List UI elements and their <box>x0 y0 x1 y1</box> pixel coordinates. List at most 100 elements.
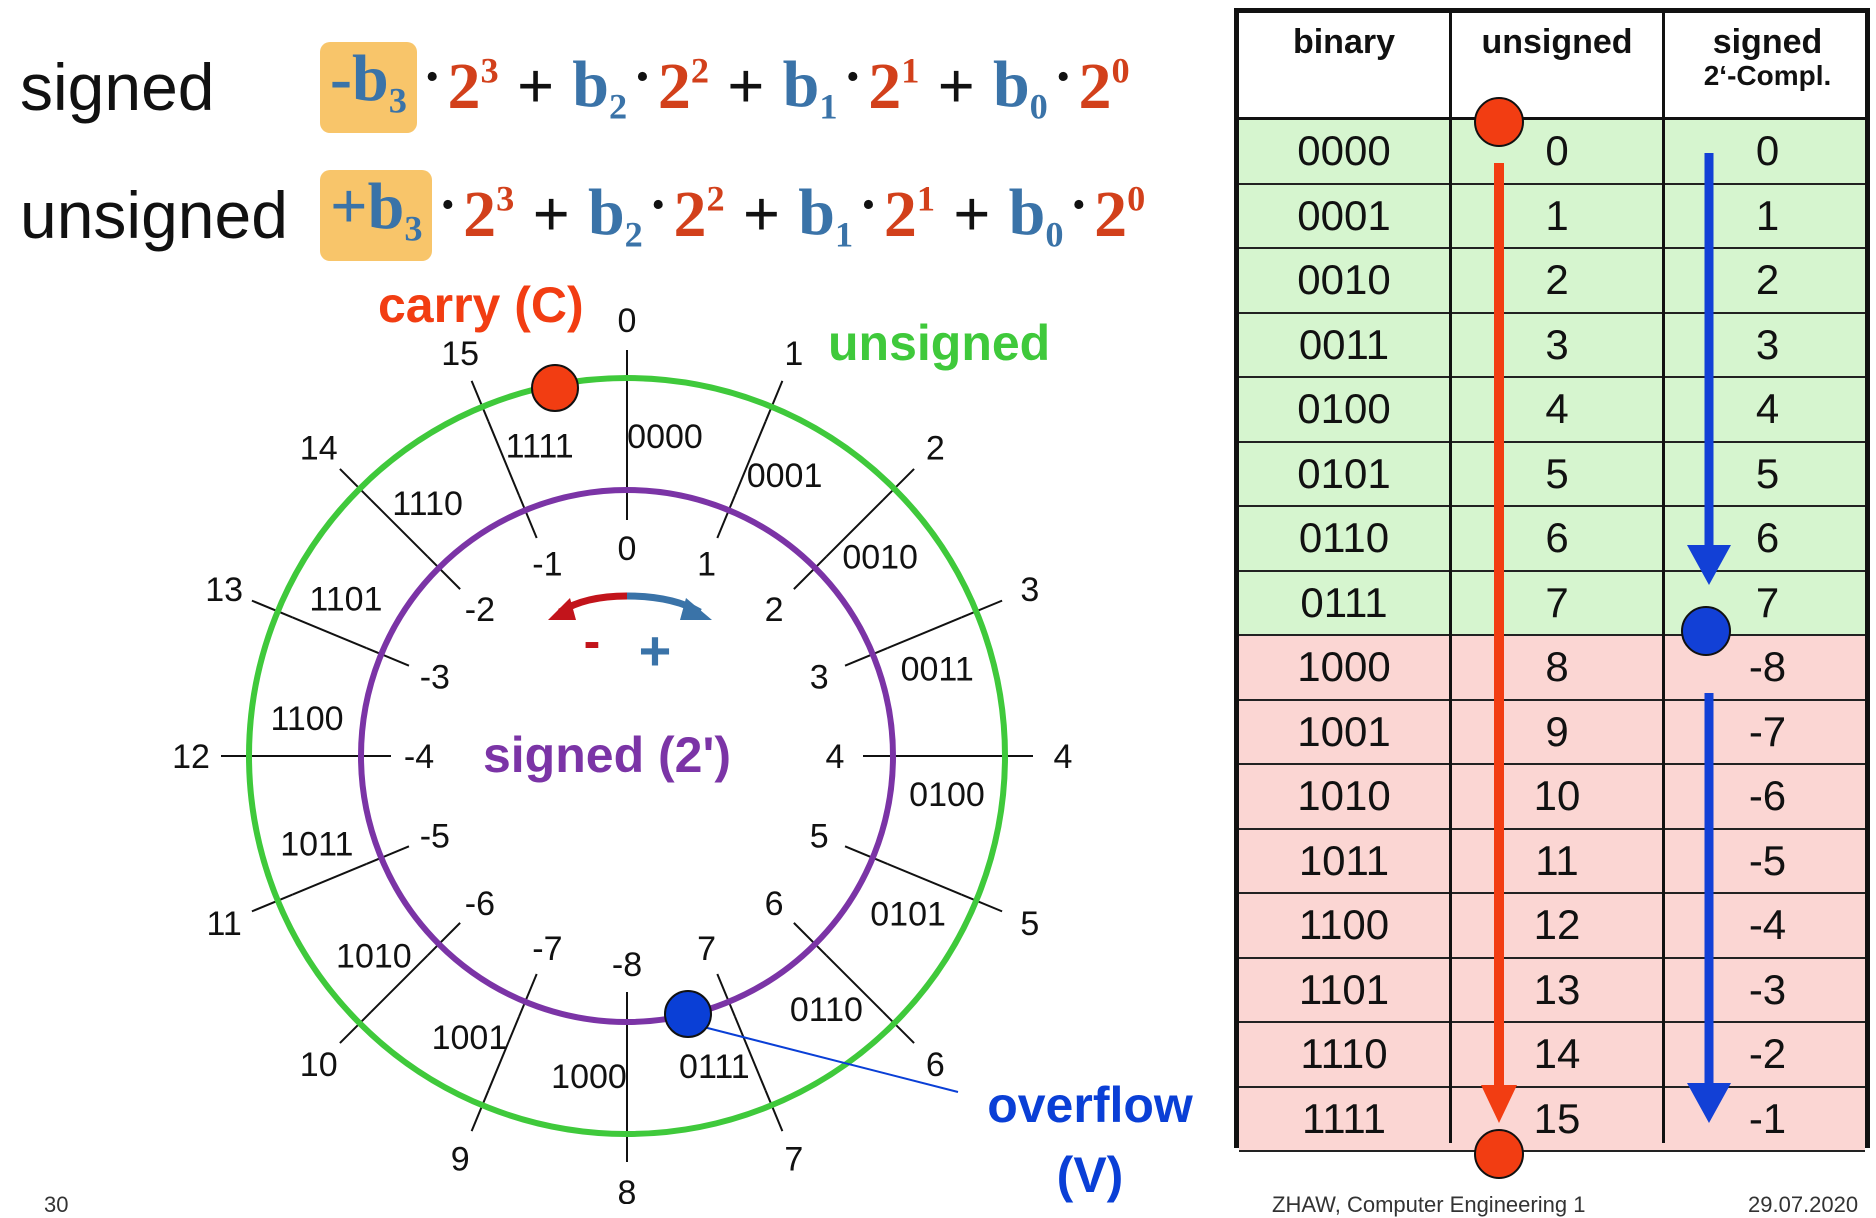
minus-arrow-head <box>548 598 576 620</box>
unsigned-value-label: 15 <box>441 335 479 373</box>
table-header: binary unsigned signed 2‘-Compl. <box>1239 13 1865 120</box>
binary-value-label: 1001 <box>432 1019 508 1057</box>
binary-cell: 0011 <box>1298 320 1390 368</box>
binary-cell: 1100 <box>1298 901 1390 949</box>
unsigned-value-label: 13 <box>205 571 243 609</box>
inner-tick <box>844 647 888 667</box>
binary-value-label: 0010 <box>842 538 918 576</box>
header-signed: signed 2‘-Compl. <box>1703 23 1832 91</box>
binary-connector <box>825 499 884 558</box>
column-divider <box>1662 13 1665 1143</box>
signed-value-label: -6 <box>465 885 495 923</box>
outer-tick <box>251 893 293 913</box>
unsigned-value-label: 9 <box>451 1141 470 1179</box>
binary-cell: 1101 <box>1298 965 1390 1013</box>
coef-term: b2 <box>587 175 643 255</box>
outer-tick <box>339 1011 372 1044</box>
signed-cell: -8 <box>1748 643 1787 691</box>
signed-cell: 1 <box>1755 191 1780 239</box>
outer-tick <box>764 1090 784 1132</box>
outer-tick <box>764 380 784 422</box>
signed-value-label: 4 <box>826 738 845 776</box>
coef-term: b2 <box>572 47 628 127</box>
signed-formula: signed -b3 · 23 + b2 · 22 + b1 · 21 + b0 · 20 <box>20 32 1130 142</box>
power-term: 23 <box>447 50 499 123</box>
binary-connector <box>370 954 429 1013</box>
outer-tick <box>251 599 293 619</box>
binary-cell: 1001 <box>1297 707 1391 755</box>
sign-bit-highlight: -b3 <box>320 41 417 133</box>
binary-value-label: 1111 <box>506 428 574 466</box>
signed-value-label: -1 <box>532 546 562 584</box>
binary-value-label: 1110 <box>392 485 463 523</box>
formula-expression: +b3 · 23 + b2 · 22 + b1 · 21 + b0 · 20 <box>320 169 1146 261</box>
signed-cell: 2 <box>1755 256 1780 304</box>
unsigned-value-label: 6 <box>926 1046 945 1084</box>
inner-tick <box>366 845 410 865</box>
unsigned-cell: 1 <box>1545 191 1569 239</box>
binary-value-label: 1101 <box>309 580 382 618</box>
unsigned-cell: 11 <box>1535 836 1579 884</box>
power-term: 23 <box>463 178 515 251</box>
power-term: 20 <box>1094 178 1146 251</box>
table-row: 0001 1 1 <box>1239 184 1865 249</box>
table-row: 1110 14 -2 <box>1239 1023 1865 1088</box>
unsigned-cell: 15 <box>1533 1094 1581 1142</box>
binary-connector <box>487 421 521 496</box>
outer-tick <box>470 380 490 422</box>
unsigned-formula: unsigned +b3 · 23 + b2 · 22 + b1 · 21 + b0 · 20 <box>20 160 1145 270</box>
carry-marker <box>531 364 579 412</box>
table-row: 0110 6 6 <box>1239 507 1865 572</box>
binary-connector <box>292 862 367 896</box>
unsigned-value-label: 0 <box>618 302 637 340</box>
signed-cell: -7 <box>1748 707 1787 755</box>
signed-value-label: -5 <box>420 817 450 855</box>
binary-cell: 1000 <box>1297 643 1391 691</box>
column-divider <box>1449 13 1452 1143</box>
binary-cell: 1111 <box>1301 1094 1387 1142</box>
unsigned-ring-label: unsigned <box>828 315 1050 371</box>
plus-arrow-head <box>680 598 712 620</box>
table-row: 0101 5 5 <box>1239 442 1865 507</box>
inner-tick <box>518 495 538 539</box>
carry-label: carry (C) <box>378 277 584 333</box>
table-row: 1011 11 -5 <box>1239 829 1865 894</box>
unsigned-value-label: 7 <box>784 1141 803 1179</box>
outer-tick <box>470 1090 490 1132</box>
slide-date: 29.07.2020 <box>1748 1192 1859 1217</box>
binary-value-label: 0001 <box>747 457 823 495</box>
binary-cell: 1110 <box>1300 1030 1388 1078</box>
unsigned-value-label: 14 <box>300 430 338 468</box>
inner-tick <box>793 555 828 590</box>
unsigned-value-label: 12 <box>172 738 210 776</box>
table-row: 1000 8 -8 <box>1239 636 1865 701</box>
coef-term: b0 <box>1008 175 1064 255</box>
inner-tick <box>366 647 410 667</box>
signed-cell: 4 <box>1755 385 1780 433</box>
inner-tick <box>426 922 461 957</box>
table-row: 1100 12 -4 <box>1239 894 1865 959</box>
overflow-leader-line <box>687 1022 959 1093</box>
binary-value-label: 1000 <box>551 1058 627 1096</box>
coef-term: b1 <box>782 47 838 127</box>
table-row: 0100 4 4 <box>1239 378 1865 443</box>
plus-sign: + <box>639 619 672 682</box>
signed-value-label: -4 <box>404 738 434 776</box>
unsigned-cell: 2 <box>1545 256 1569 304</box>
unsigned-value-label: 2 <box>926 430 945 468</box>
unsigned-value-label: 1 <box>784 335 803 373</box>
binary-cell: 0110 <box>1298 514 1390 562</box>
power-term: 20 <box>1078 50 1130 123</box>
formula-label: unsigned <box>20 178 288 252</box>
signed-cell: -4 <box>1748 901 1787 949</box>
coef-term: b0 <box>992 47 1048 127</box>
signed-cell: 0 <box>1755 127 1780 175</box>
signed-cell: -5 <box>1748 836 1787 884</box>
binary-value-label: 0101 <box>870 895 946 933</box>
inner-tick <box>716 973 736 1017</box>
binary-cell: 0010 <box>1297 256 1391 304</box>
signed-value-label: -8 <box>612 946 642 984</box>
binary-cell: 1011 <box>1298 836 1390 884</box>
unsigned-cell: 5 <box>1545 449 1569 497</box>
signed-value-label: -3 <box>420 658 450 696</box>
